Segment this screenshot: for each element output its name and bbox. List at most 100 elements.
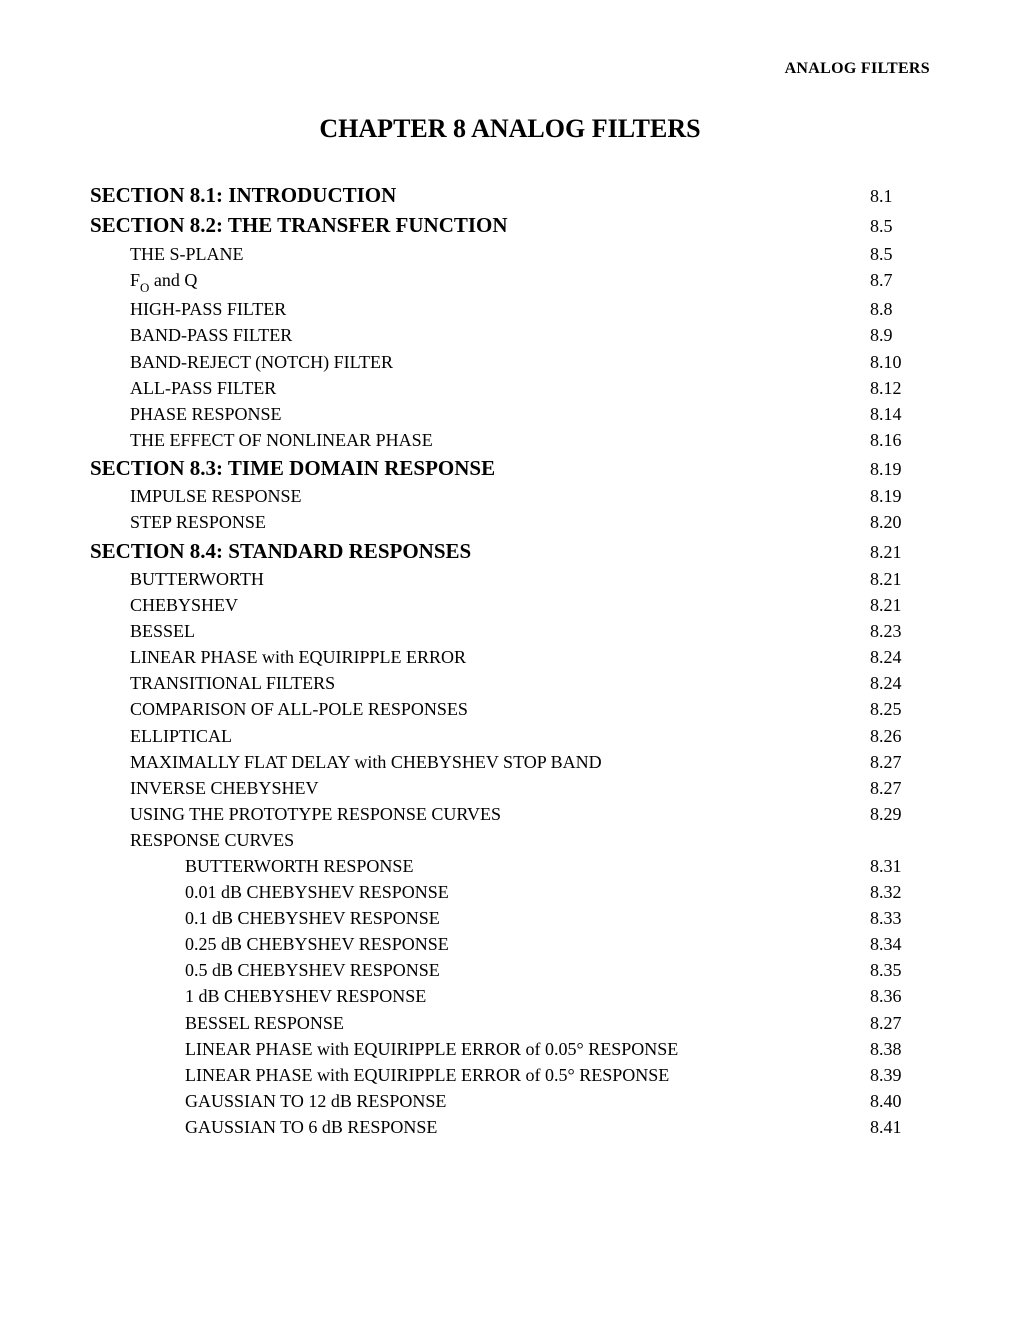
toc-label: 0.01 dB CHEBYSHEV RESPONSE xyxy=(90,879,449,905)
toc-page-number: 8.34 xyxy=(870,931,930,957)
toc-row: COMPARISON OF ALL-POLE RESPONSES 8.25 xyxy=(90,696,930,722)
toc-label: USING THE PROTOTYPE RESPONSE CURVES xyxy=(90,801,501,827)
toc-page-number: 8.24 xyxy=(870,670,930,696)
header-text: ANALOG FILTERS xyxy=(785,60,930,77)
toc-row: 0.1 dB CHEBYSHEV RESPONSE 8.33 xyxy=(90,905,930,931)
toc-label: SECTION 8.4: STANDARD RESPONSES xyxy=(90,536,471,566)
toc-label: 0.5 dB CHEBYSHEV RESPONSE xyxy=(90,957,440,983)
toc-page-number: 8.25 xyxy=(870,696,930,722)
toc-row: RESPONSE CURVES xyxy=(90,827,930,853)
toc-label: BESSEL xyxy=(90,618,195,644)
toc-row: GAUSSIAN TO 12 dB RESPONSE 8.40 xyxy=(90,1088,930,1114)
toc-row: SECTION 8.4: STANDARD RESPONSES 8.21 xyxy=(90,536,930,566)
toc-row: TRANSITIONAL FILTERS 8.24 xyxy=(90,670,930,696)
toc-label: BESSEL RESPONSE xyxy=(90,1010,344,1036)
toc-row: INVERSE CHEBYSHEV 8.27 xyxy=(90,775,930,801)
toc-row: 1 dB CHEBYSHEV RESPONSE 8.36 xyxy=(90,983,930,1009)
chapter-title: CHAPTER 8 ANALOG FILTERS xyxy=(90,114,930,144)
toc-row: GAUSSIAN TO 6 dB RESPONSE 8.41 xyxy=(90,1114,930,1140)
toc-page-number: 8.27 xyxy=(870,775,930,801)
toc-page-number: 8.21 xyxy=(870,539,930,565)
toc-page-number: 8.10 xyxy=(870,349,930,375)
toc-label: GAUSSIAN TO 6 dB RESPONSE xyxy=(90,1114,437,1140)
toc-row: THE EFFECT OF NONLINEAR PHASE 8.16 xyxy=(90,427,930,453)
toc-label: RESPONSE CURVES xyxy=(90,827,294,853)
document-page: ANALOG FILTERS CHAPTER 8 ANALOG FILTERS … xyxy=(0,0,1020,1200)
toc-label: STEP RESPONSE xyxy=(90,509,266,535)
toc-row: MAXIMALLY FLAT DELAY with CHEBYSHEV STOP… xyxy=(90,749,930,775)
toc-label: ALL-PASS FILTER xyxy=(90,375,276,401)
toc-page-number: 8.1 xyxy=(870,183,930,209)
toc-row: BESSEL RESPONSE 8.27 xyxy=(90,1010,930,1036)
toc-page-number: 8.27 xyxy=(870,1010,930,1036)
toc-page-number: 8.31 xyxy=(870,853,930,879)
toc-label: BUTTERWORTH RESPONSE xyxy=(90,853,413,879)
toc-page-number: 8.23 xyxy=(870,618,930,644)
toc-label: 0.25 dB CHEBYSHEV RESPONSE xyxy=(90,931,449,957)
running-header: ANALOG FILTERS xyxy=(90,60,930,78)
toc-page-number: 8.8 xyxy=(870,296,930,322)
toc-row: BAND-PASS FILTER8.9 xyxy=(90,322,930,348)
toc-page-number: 8.21 xyxy=(870,566,930,592)
toc-label: GAUSSIAN TO 12 dB RESPONSE xyxy=(90,1088,446,1114)
toc-label: CHEBYSHEV xyxy=(90,592,238,618)
toc-row: BUTTERWORTH 8.21 xyxy=(90,566,930,592)
toc-page-number: 8.39 xyxy=(870,1062,930,1088)
toc-label: LINEAR PHASE with EQUIRIPPLE ERROR of 0.… xyxy=(90,1062,669,1088)
toc-page-number: 8.19 xyxy=(870,483,930,509)
toc-label: INVERSE CHEBYSHEV xyxy=(90,775,319,801)
toc-row: 0.01 dB CHEBYSHEV RESPONSE8.32 xyxy=(90,879,930,905)
toc-label: PHASE RESPONSE xyxy=(90,401,282,427)
toc-row: LINEAR PHASE with EQUIRIPPLE ERROR of 0.… xyxy=(90,1036,930,1062)
toc-page-number: 8.38 xyxy=(870,1036,930,1062)
toc-label: BUTTERWORTH xyxy=(90,566,264,592)
toc-page-number: 8.36 xyxy=(870,983,930,1009)
toc-label: LINEAR PHASE with EQUIRIPPLE ERROR of 0.… xyxy=(90,1036,678,1062)
toc-label: COMPARISON OF ALL-POLE RESPONSES xyxy=(90,696,468,722)
toc-row: SECTION 8.2: THE TRANSFER FUNCTION8.5 xyxy=(90,210,930,240)
table-of-contents: SECTION 8.1: INTRODUCTION8.1SECTION 8.2:… xyxy=(90,180,930,1140)
toc-page-number: 8.16 xyxy=(870,427,930,453)
toc-label: 0.1 dB CHEBYSHEV RESPONSE xyxy=(90,905,440,931)
toc-row: SECTION 8.1: INTRODUCTION 8.1 xyxy=(90,180,930,210)
toc-label: SECTION 8.3: TIME DOMAIN RESPONSE xyxy=(90,453,495,483)
toc-label: FO and Q xyxy=(90,267,197,296)
toc-label: BAND-REJECT (NOTCH) FILTER xyxy=(90,349,393,375)
toc-row: FO and Q 8.7 xyxy=(90,267,930,296)
toc-label: IMPULSE RESPONSE xyxy=(90,483,302,509)
toc-page-number: 8.40 xyxy=(870,1088,930,1114)
toc-label: SECTION 8.1: INTRODUCTION xyxy=(90,180,396,210)
toc-page-number: 8.14 xyxy=(870,401,930,427)
toc-page-number: 8.20 xyxy=(870,509,930,535)
toc-row: 0.5 dB CHEBYSHEV RESPONSE 8.35 xyxy=(90,957,930,983)
toc-label: HIGH-PASS FILTER xyxy=(90,296,286,322)
toc-page-number: 8.35 xyxy=(870,957,930,983)
toc-label: ELLIPTICAL xyxy=(90,723,232,749)
toc-row: 0.25 dB CHEBYSHEV RESPONSE 8.34 xyxy=(90,931,930,957)
toc-label: THE EFFECT OF NONLINEAR PHASE xyxy=(90,427,433,453)
toc-page-number: 8.29 xyxy=(870,801,930,827)
toc-row: BUTTERWORTH RESPONSE 8.31 xyxy=(90,853,930,879)
toc-row: BAND-REJECT (NOTCH) FILTER 8.10 xyxy=(90,349,930,375)
toc-page-number: 8.33 xyxy=(870,905,930,931)
toc-row: LINEAR PHASE with EQUIRIPPLE ERROR of 0.… xyxy=(90,1062,930,1088)
toc-label: 1 dB CHEBYSHEV RESPONSE xyxy=(90,983,426,1009)
toc-page-number: 8.19 xyxy=(870,456,930,482)
toc-row: ALL-PASS FILTER8.12 xyxy=(90,375,930,401)
toc-label: THE S-PLANE xyxy=(90,241,244,267)
toc-page-number: 8.41 xyxy=(870,1114,930,1140)
toc-label: BAND-PASS FILTER xyxy=(90,322,292,348)
toc-row: LINEAR PHASE with EQUIRIPPLE ERROR8.24 xyxy=(90,644,930,670)
toc-page-number: 8.21 xyxy=(870,592,930,618)
toc-page-number: 8.26 xyxy=(870,723,930,749)
toc-row: SECTION 8.3: TIME DOMAIN RESPONSE 8.19 xyxy=(90,453,930,483)
toc-label: SECTION 8.2: THE TRANSFER FUNCTION xyxy=(90,210,508,240)
toc-row: THE S-PLANE8.5 xyxy=(90,241,930,267)
toc-row: STEP RESPONSE 8.20 xyxy=(90,509,930,535)
toc-row: HIGH-PASS FILTER 8.8 xyxy=(90,296,930,322)
toc-page-number: 8.7 xyxy=(870,267,930,293)
toc-label: TRANSITIONAL FILTERS xyxy=(90,670,335,696)
toc-page-number: 8.27 xyxy=(870,749,930,775)
toc-row: ELLIPTICAL 8.26 xyxy=(90,723,930,749)
toc-row: IMPULSE RESPONSE 8.19 xyxy=(90,483,930,509)
